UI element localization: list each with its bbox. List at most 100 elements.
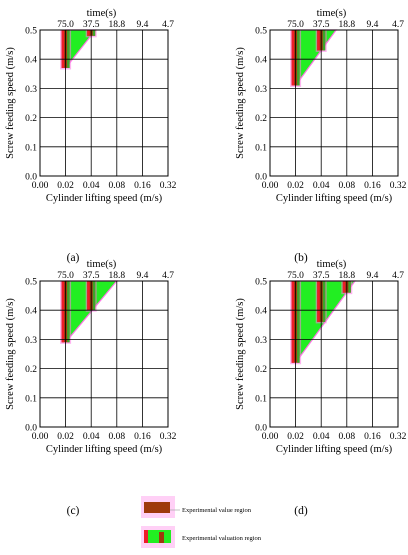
top-tick-label: 75.0 <box>287 20 304 30</box>
experimental-bar-edge-red <box>61 30 65 68</box>
top-axis-title: time(s) <box>317 8 347 19</box>
y-tick-label: 0.0 <box>25 424 37 434</box>
top-tick-label: 4.7 <box>392 20 404 30</box>
x-axis-title: Cylinder lifting speed (m/s) <box>276 193 393 204</box>
experimental-bar-edge-red <box>61 281 65 343</box>
chart-panel-4: 0.00 0.02 0.04 0.08 0.16 0.32 0.0 0.1 0.2 0.3 0.4 0… <box>235 259 407 517</box>
x-tick-label: 0.16 <box>364 181 381 191</box>
y-tick-label: 0.4 <box>25 307 37 317</box>
plot-area <box>40 30 168 176</box>
experimental-bar-edge-green <box>322 281 326 322</box>
x-tick-label: 0.04 <box>313 432 330 442</box>
top-tick-label: 37.5 <box>83 20 100 30</box>
x-tick-label: 0.02 <box>57 181 74 191</box>
x-tick-label: 0.02 <box>287 181 304 191</box>
top-tick-label: 75.0 <box>57 271 74 281</box>
y-tick-label: 0.1 <box>255 143 267 153</box>
experimental-bar-edge-red <box>342 281 346 293</box>
y-tick-label: 0.2 <box>25 114 37 124</box>
legend-label-experimental: Experimental value region <box>182 507 252 514</box>
plot-frame <box>269 29 399 177</box>
top-tick-label: 37.5 <box>313 20 330 30</box>
x-tick-label: 0.08 <box>338 181 355 191</box>
top-axis-title: time(s) <box>317 259 347 270</box>
panel-label: (b) <box>294 252 308 264</box>
x-tick-label: 0.04 <box>83 181 100 191</box>
top-tick-label: 4.7 <box>162 271 174 281</box>
x-tick-label: 0.08 <box>108 181 125 191</box>
panel-label: (c) <box>67 505 80 517</box>
x-axis-title: Cylinder lifting speed (m/s) <box>46 193 163 204</box>
experimental-bar-edge-green <box>297 30 300 86</box>
x-axis-title: Cylinder lifting speed (m/s) <box>46 444 163 455</box>
experimental-bar-edge-red <box>291 30 295 86</box>
y-tick-label: 0.4 <box>255 56 267 66</box>
chart-panel-3: 0.00 0.02 0.04 0.08 0.16 0.32 0.0 0.1 0.2 0.3 0.4 0… <box>5 259 177 517</box>
x-tick-label: 0.00 <box>32 432 49 442</box>
y-axis-title: Screw feeding speed (m/s) <box>5 47 16 159</box>
y-tick-label: 0.3 <box>25 336 37 346</box>
top-tick-label: 9.4 <box>366 271 378 281</box>
top-tick-label: 18.8 <box>338 271 355 281</box>
top-tick-label: 75.0 <box>57 20 74 30</box>
top-tick-label: 75.0 <box>287 271 304 281</box>
top-tick-label: 9.4 <box>366 20 378 30</box>
legend-swatch-edge-red <box>144 530 148 543</box>
chart-panel-1: 0.00 0.02 0.04 0.08 0.16 0.32 0.0 0.1 0.2 0.3 0.4 0… <box>5 8 177 264</box>
experimental-bar-edge-red <box>87 281 90 311</box>
panel-label: (a) <box>67 252 80 264</box>
y-tick-label: 0.1 <box>25 394 37 404</box>
plot-area <box>40 281 168 427</box>
y-tick-label: 0.4 <box>25 56 37 66</box>
top-tick-label: 18.8 <box>108 20 125 30</box>
legend-swatch-valuation <box>141 526 175 548</box>
chart-panel-2: 0.00 0.02 0.04 0.08 0.16 0.32 0.0 0.1 0.2 0.3 0.4 0… <box>235 8 407 264</box>
x-tick-label: 0.00 <box>262 432 279 442</box>
y-tick-label: 0.0 <box>25 173 37 183</box>
top-axis-title: time(s) <box>87 259 117 270</box>
y-tick-label: 0.2 <box>255 114 267 124</box>
experimental-bar-edge-red <box>291 281 295 363</box>
top-tick-label: 9.4 <box>136 20 148 30</box>
top-tick-label: 4.7 <box>392 271 404 281</box>
experimental-bar-edge-green <box>322 30 326 51</box>
x-tick-label: 0.16 <box>364 432 381 442</box>
experimental-bar-edge-green <box>297 281 300 363</box>
top-tick-label: 37.5 <box>313 271 330 281</box>
experimental-bar-edge-green <box>348 281 351 293</box>
y-tick-label: 0.5 <box>255 27 267 37</box>
legend-swatch-fill <box>144 502 170 513</box>
legend-swatch-bar <box>159 532 164 543</box>
x-tick-label: 0.32 <box>160 181 177 191</box>
x-tick-label: 0.16 <box>134 181 151 191</box>
plot-frame <box>39 29 169 177</box>
x-tick-label: 0.32 <box>390 432 407 442</box>
top-tick-label: 18.8 <box>338 20 355 30</box>
top-tick-label: 9.4 <box>136 271 148 281</box>
x-tick-label: 0.04 <box>83 432 100 442</box>
panel-label: (d) <box>294 505 308 517</box>
y-tick-label: 0.3 <box>25 85 37 95</box>
x-tick-label: 0.08 <box>108 432 125 442</box>
y-tick-label: 0.1 <box>255 394 267 404</box>
legend-label-valuation: Experimental valuation region <box>182 535 262 542</box>
x-tick-label: 0.02 <box>57 432 74 442</box>
x-tick-label: 0.02 <box>287 432 304 442</box>
y-axis-title: Screw feeding speed (m/s) <box>235 298 246 410</box>
experimental-bar-edge-red <box>317 30 320 51</box>
top-tick-label: 37.5 <box>83 271 100 281</box>
top-axis-title: time(s) <box>87 8 117 19</box>
top-tick-label: 18.8 <box>108 271 125 281</box>
legend-swatch-fill <box>144 530 171 543</box>
y-tick-label: 0.1 <box>25 143 37 153</box>
y-tick-label: 0.5 <box>25 27 37 37</box>
experimental-bar-edge-green <box>67 30 70 68</box>
y-tick-label: 0.0 <box>255 424 267 434</box>
y-tick-label: 0.0 <box>255 173 267 183</box>
y-tick-label: 0.2 <box>255 365 267 375</box>
x-tick-label: 0.00 <box>262 181 279 191</box>
y-tick-label: 0.2 <box>25 365 37 375</box>
plot-area <box>270 30 398 176</box>
